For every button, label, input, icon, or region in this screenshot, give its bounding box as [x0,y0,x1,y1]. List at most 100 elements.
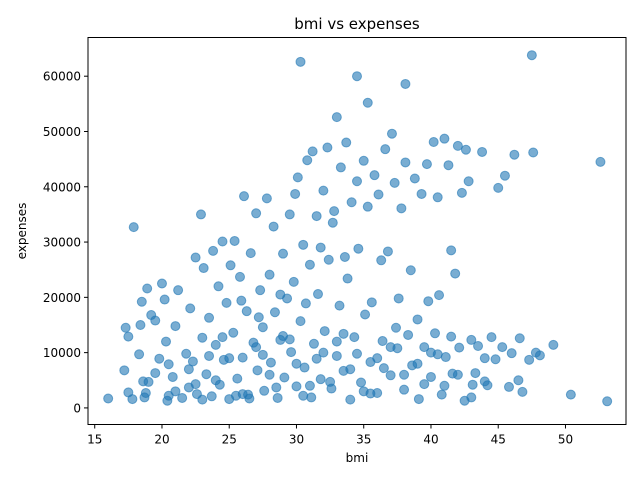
data-point [339,251,350,262]
data-point [479,376,490,387]
data-point [230,390,241,401]
data-point [460,144,471,155]
data-point [338,328,349,339]
data-point [373,189,384,200]
data-point [298,239,309,250]
data-point [123,331,134,342]
scatter-points [103,50,613,407]
x-tick-label: 30 [289,433,304,447]
data-point [290,188,301,199]
data-point [120,322,131,333]
data-point [190,379,201,390]
y-tick-label: 30000 [43,236,81,250]
data-point [187,356,198,367]
data-point [201,369,212,380]
data-point [399,384,410,395]
data-point [548,339,559,350]
data-point [284,209,295,220]
data-point [308,338,319,349]
data-point [251,342,262,353]
data-point [181,348,192,359]
data-point [473,340,484,351]
data-point [378,363,389,374]
data-point [399,369,410,380]
data-point [286,347,297,358]
x-tick-label: 35 [356,433,371,447]
data-point [206,391,217,402]
data-point [490,354,501,365]
data-point [514,333,525,344]
data-point [334,300,345,311]
x-axis: 15 20 25 30 35 40 45 50 [87,424,573,447]
data-point [257,349,268,360]
data-point [183,364,194,375]
data-point [470,368,481,379]
data-point [170,321,181,332]
data-point [154,353,165,364]
data-point [237,352,248,363]
data-point [349,332,360,343]
data-point [264,269,275,280]
data-point [167,371,178,382]
y-axis-label: expenses [15,203,29,260]
data-point [446,331,457,342]
data-point [345,394,356,405]
data-point [307,146,318,157]
data-point [292,172,303,183]
data-point [602,396,613,407]
data-point [268,221,279,232]
data-point [524,354,535,365]
data-point [345,364,356,375]
data-point [311,211,322,222]
x-tick-label: 25 [222,433,237,447]
data-point [236,295,247,306]
y-tick-label: 0 [73,401,81,415]
data-point [255,285,266,296]
data-point [253,312,264,323]
data-point [439,133,450,144]
data-point [479,353,490,364]
data-point [376,255,387,266]
data-point [159,294,170,305]
data-point [327,217,338,228]
data-point [272,392,283,403]
data-point [325,376,336,387]
data-point [446,245,457,256]
data-point [393,293,404,304]
data-point [452,140,463,151]
data-point [304,259,315,270]
data-point [271,382,282,393]
data-point [396,203,407,214]
data-point [210,339,221,350]
data-point [150,368,161,379]
y-tick-label: 40000 [43,180,81,194]
data-point [234,271,245,282]
data-point [377,336,388,347]
data-point [257,322,268,333]
data-point [197,394,208,405]
data-point [318,347,329,358]
data-point [127,394,138,405]
y-tick-label: 10000 [43,346,81,360]
data-point [432,192,443,203]
data-point [304,380,315,391]
data-point [493,182,504,193]
data-point [323,254,334,265]
data-point [452,369,463,380]
data-point [428,136,439,147]
y-tick-label: 60000 [43,70,81,84]
data-point [163,390,174,401]
data-point [241,306,252,317]
data-point [204,312,215,323]
data-point [382,246,393,257]
data-point [450,268,461,279]
data-point [279,372,290,383]
data-point [291,381,302,392]
y-axis: 0 10000 20000 30000 40000 50000 60000 [43,70,88,415]
data-point [425,371,436,382]
data-point [358,155,369,166]
data-point [300,298,311,309]
x-tick-label: 40 [423,433,438,447]
data-point [439,380,450,391]
